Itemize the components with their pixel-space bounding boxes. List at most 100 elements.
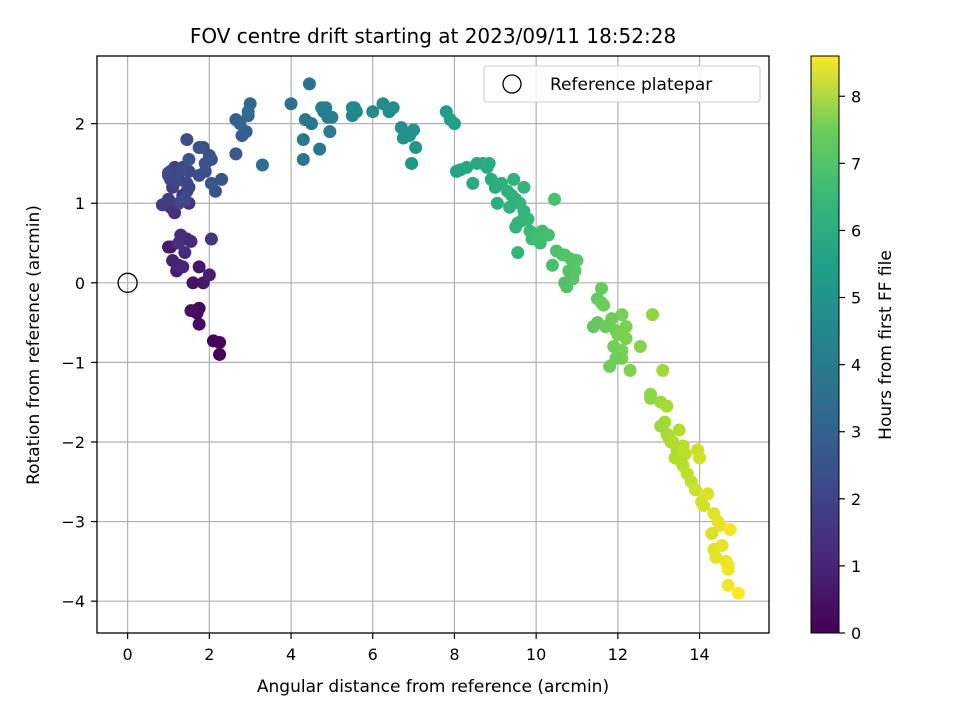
data-point [241,105,255,119]
data-point [407,123,421,137]
data-point [731,586,745,600]
legend: Reference platepar [483,65,761,103]
data-point [405,156,419,170]
data-point [517,180,531,194]
x-tick-label: 4 [286,645,296,664]
chart-title: FOV centre drift starting at 2023/09/11 … [190,24,676,48]
data-point [347,101,361,115]
data-point [161,166,175,180]
data-point [656,363,670,377]
data-point [184,304,198,318]
data-points [117,77,745,600]
colorbar-tick-label: 2 [851,490,861,509]
data-point [619,332,633,346]
data-point [213,347,227,361]
data-point [511,246,525,260]
x-tick-label: 6 [368,645,378,664]
plot-frame [96,55,770,634]
data-point [660,399,674,413]
data-point [509,220,523,234]
y-tick-label: −4 [61,592,85,611]
data-point [161,240,175,254]
legend-entry-reference-platepar: Reference platepar [550,75,712,95]
data-point [284,97,298,111]
data-point [296,152,310,166]
legend-box [483,65,761,103]
data-point [366,105,380,119]
data-point [180,176,194,190]
data-point [623,363,637,377]
data-point [170,174,184,188]
data-point [192,317,206,331]
data-point [560,280,574,294]
data-point [541,228,555,242]
x-tick-label: 2 [204,645,214,664]
data-point [296,133,310,147]
data-point [646,308,660,322]
data-point [674,455,688,469]
data-point [505,188,519,202]
x-axis-label: Angular distance from reference (arcmin) [257,677,609,697]
data-point [198,156,212,170]
data-point [595,281,609,295]
data-point [490,196,504,210]
data-point [409,141,423,155]
data-point [564,252,578,266]
data-point [186,276,200,290]
y-tick-label: 2 [75,115,85,134]
data-point [605,312,619,326]
data-point [178,192,192,206]
data-point [204,232,218,246]
data-point [178,246,192,260]
data-point [709,550,723,564]
data-point [213,336,227,350]
data-point [172,236,186,250]
data-point [233,117,247,131]
colorbar-tick-label: 5 [851,289,861,308]
y-axis-label: Rotation from reference (arcmin) [24,205,44,485]
data-point [460,160,474,174]
x-tick-label: 8 [449,645,459,664]
x-tick-label: 14 [689,645,709,664]
data-point [180,133,194,147]
x-tick-label: 12 [608,645,628,664]
colorbar-tick-label: 7 [851,154,861,173]
data-point [633,339,647,353]
data-point [723,523,737,537]
data-point [517,204,531,218]
data-point [715,538,729,552]
y-tick-label: −1 [61,353,85,372]
data-point [204,176,218,190]
data-point [466,176,480,190]
data-point [255,158,269,172]
data-point [192,260,206,274]
data-point [503,200,517,214]
data-point [719,554,733,568]
data-point [161,192,175,206]
data-point [545,258,559,272]
colorbar-tick-label: 0 [851,624,861,643]
data-point [568,264,582,278]
data-point [619,320,633,334]
data-point [480,160,494,174]
colorbar-tick-label: 4 [851,356,861,375]
data-point [721,578,735,592]
y-tick-label: −3 [61,513,85,532]
data-point [533,236,547,250]
colorbar-tick-label: 3 [851,423,861,442]
colorbar-gradient [810,55,840,634]
y-tick-label: 0 [75,274,85,293]
data-point [182,152,196,166]
data-point [548,192,562,206]
x-tick-label: 10 [526,645,546,664]
data-point [184,234,198,248]
data-point [705,527,719,541]
data-point [298,113,312,127]
data-point [644,391,658,405]
reference-platepar-marker [117,272,138,293]
data-point [192,141,206,155]
y-tick-label: 1 [75,194,85,213]
x-tick-label: 0 [123,645,133,664]
